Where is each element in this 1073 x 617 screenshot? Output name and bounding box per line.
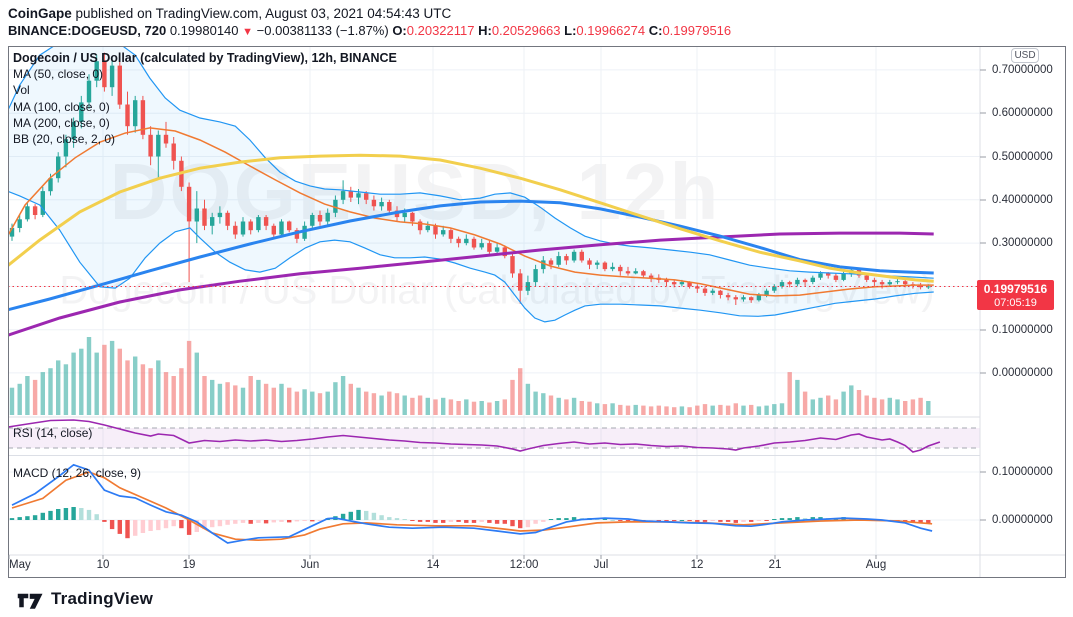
countdown-timer: 07:05:19 (994, 297, 1037, 309)
legend-item-bb: BB (20, close, 2, 0) (13, 132, 116, 147)
low-value: 0.19966274 (576, 23, 646, 38)
legend-item-ma200: MA (200, close, 0) (13, 115, 110, 130)
open-label: O: (392, 23, 407, 38)
currency-badge[interactable]: USD (1011, 48, 1039, 63)
volume-bars (9, 337, 931, 415)
bb-lower-line (8, 190, 934, 323)
time-axis-label: 10 (96, 559, 110, 571)
legend-item-vol: Vol (13, 83, 30, 98)
bb-basis-line (8, 127, 934, 297)
time-axis-label: May (9, 559, 31, 571)
bb-upper-line (8, 47, 934, 279)
close-value: 0.19979516 (662, 23, 732, 38)
ma100-line (8, 199, 934, 312)
time-axis-label: 19 (182, 559, 196, 571)
time-axis-label: 21 (768, 559, 782, 571)
time-axis-label: 12 (690, 559, 704, 571)
tradingview-logo-icon (17, 593, 43, 609)
symbol-name: BINANCE:DOGEUSD, 720 (8, 23, 167, 38)
open-value: 0.20322117 (406, 23, 475, 38)
main-pane (8, 47, 934, 415)
rsi-pane (8, 419, 980, 453)
legend-title: Dogecoin / US Dollar (calculated by Trad… (13, 51, 397, 65)
price-axis-label: 0.00000000 (992, 514, 1053, 526)
rsi-band-fill (8, 428, 980, 448)
price-axis-label: 0.60000000 (992, 107, 1053, 119)
time-axis-label: 14 (426, 559, 440, 571)
price-axis-label: 0.70000000 (992, 64, 1053, 76)
last-price-tag-value: 0.19979516 (983, 282, 1048, 296)
high-label: H: (478, 23, 492, 38)
tradingview-brand-text: TradingView (51, 589, 154, 608)
chart-frame-border (8, 46, 1066, 578)
publish-info: published on TradingView.com, August 03,… (71, 6, 452, 21)
rsi-pane-label: RSI (14, close) (13, 426, 93, 440)
time-axis-label: Jun (300, 559, 320, 571)
close-label: C: (648, 23, 663, 38)
publisher-name: CoinGape (8, 6, 72, 21)
price-axis-label: 0.40000000 (992, 194, 1053, 206)
symbol-info-bar: BINANCE:DOGEUSD, 720 0.19980140 ▼ −0.003… (8, 23, 731, 38)
price-axis-label: 0.10000000 (992, 466, 1053, 478)
price-axis-label: 0.10000000 (992, 324, 1053, 336)
down-arrow-icon: ▼ (242, 26, 254, 38)
price-axis-label: 0.30000000 (992, 237, 1053, 249)
price-axis-label: 0.50000000 (992, 151, 1053, 163)
time-axis-label: Jul (593, 559, 609, 571)
high-value: 0.20529663 (491, 23, 561, 38)
macd-line (11, 463, 933, 544)
legend-item-ma50: MA (50, close, 0) (13, 67, 104, 81)
bb-fill (8, 47, 934, 322)
last-price-tag: 0.19979516 07:05:19 (977, 280, 1054, 310)
chart-legend: Dogecoin / US Dollar (calculated by Trad… (13, 51, 397, 147)
ma200-line (8, 231, 934, 337)
last-price: 0.19980140 (169, 23, 239, 38)
macd-pane-label: MACD (12, 26, close, 9) (13, 466, 142, 480)
price-axis-label: 0.00000000 (992, 367, 1053, 379)
time-axis-label: 12:00 (509, 559, 539, 571)
low-label: L: (564, 23, 577, 38)
time-axis-label: Aug (865, 559, 887, 571)
ma50-line (8, 153, 934, 283)
rsi-line (8, 419, 941, 453)
tradingview-logo[interactable]: TradingView (17, 588, 153, 610)
publish-header: CoinGape published on TradingView.com, A… (8, 5, 451, 22)
price-change: −0.00381133 (−1.87%) (256, 23, 389, 38)
legend-item-ma100: MA (100, close, 0) (13, 99, 110, 114)
macd-pane (9, 463, 933, 544)
candles (9, 52, 931, 305)
